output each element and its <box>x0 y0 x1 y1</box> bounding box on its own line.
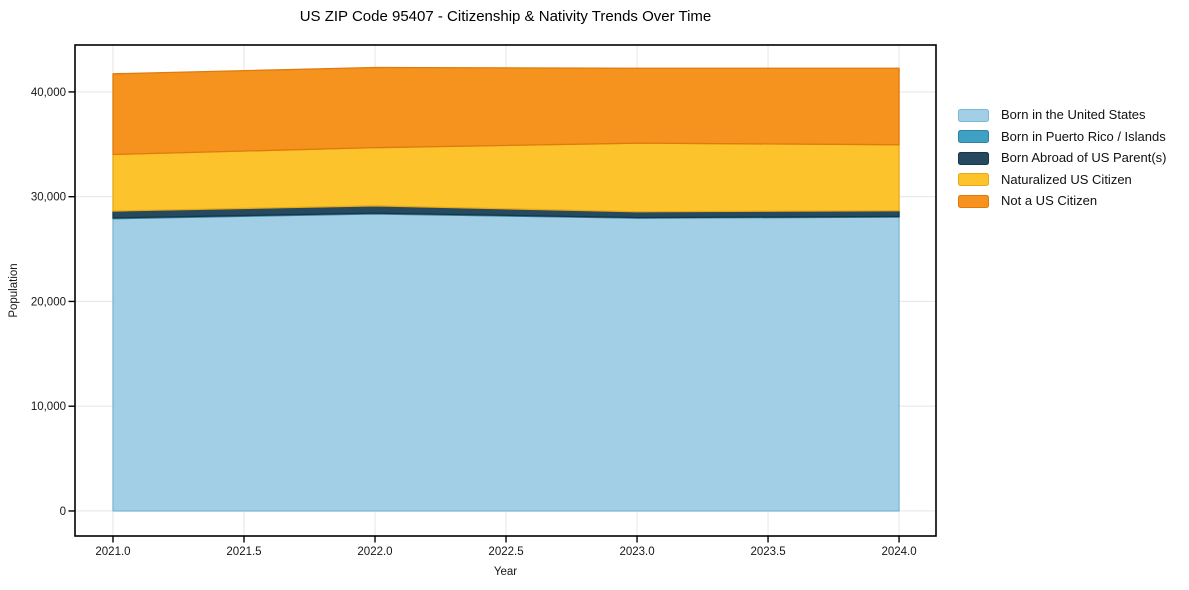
y-tick-label: 0 <box>60 506 66 518</box>
legend-label: Born Abroad of US Parent(s) <box>1001 150 1167 165</box>
x-tick-label: 2023.0 <box>619 546 654 558</box>
legend: Born in the United States Born in Puerto … <box>958 107 1167 209</box>
legend-swatch <box>958 108 989 122</box>
y-tick-label: 40,000 <box>31 87 66 99</box>
legend-item-born-in-the-united-states: Born in the United States <box>958 107 1166 123</box>
legend-swatch <box>958 151 989 165</box>
area-not-a-us-citizen <box>112 66 900 156</box>
area-born-in-the-united-states <box>112 213 900 512</box>
x-tick-label: 2024.0 <box>881 546 916 558</box>
x-tick-label: 2021.0 <box>95 546 130 558</box>
tick-marks <box>68 91 900 543</box>
legend-swatch <box>958 130 989 144</box>
legend-swatch <box>958 194 989 208</box>
legend-label: Born in the United States <box>1001 107 1146 122</box>
legend-label: Not a US Citizen <box>1001 193 1098 208</box>
x-tick-label: 2022.0 <box>357 546 392 558</box>
x-tick-label: 2022.5 <box>488 546 523 558</box>
legend-swatch <box>958 173 989 187</box>
legend-item-naturalized-us-citizen: Naturalized US Citizen <box>958 171 1166 188</box>
legend-label: Born in Puerto Rico / Islands <box>1001 128 1166 144</box>
y-tick-label: 10,000 <box>31 401 66 413</box>
legend-label: Naturalized US Citizen <box>1001 171 1132 187</box>
area-naturalized-us-citizen <box>112 142 900 213</box>
x-axis-label: Year <box>494 566 517 578</box>
y-axis-label: Population <box>8 263 20 317</box>
legend-item-born-abroad-of-us-parent-s: Born Abroad of US Parent(s) <box>958 150 1167 166</box>
x-tick-label: 2021.5 <box>226 546 261 558</box>
tick-labels: 0 10,000 20,000 30,000 40,000 2021.0 2021.5 202… <box>31 87 917 558</box>
y-tick-label: 20,000 <box>31 296 66 308</box>
legend-item-not-a-us-citizen: Not a US Citizen <box>958 193 1166 209</box>
x-tick-label: 2023.5 <box>750 546 785 558</box>
legend-item-born-in-puerto-rico-islands: Born in Puerto Rico / Islands <box>958 128 1166 145</box>
areas <box>112 66 900 512</box>
y-tick-label: 30,000 <box>31 192 66 204</box>
chart-title: US ZIP Code 95407 - Citizenship & Nativi… <box>299 8 712 25</box>
